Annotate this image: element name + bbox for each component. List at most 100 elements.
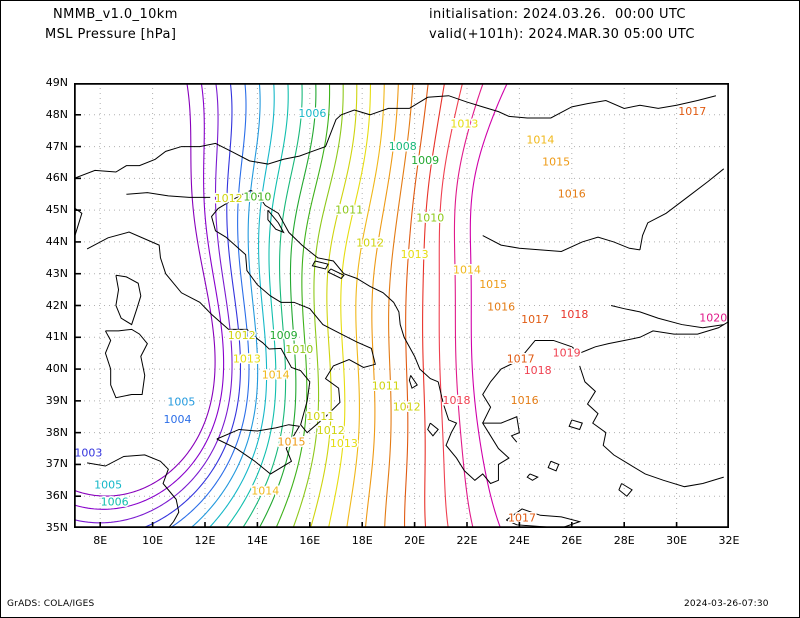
contour-line-1004 bbox=[169, 83, 250, 528]
y-axis-label: 42N bbox=[45, 298, 68, 312]
contour-value-label: 1016 bbox=[511, 394, 539, 407]
y-axis-label: 39N bbox=[45, 393, 68, 407]
contour-value-label: 1006 bbox=[298, 107, 326, 120]
y-axis-label: 40N bbox=[45, 362, 68, 376]
contour-line-1002 bbox=[74, 83, 233, 524]
contour-value-label: 1012 bbox=[393, 400, 421, 413]
contour-map-svg: 1006100810091010101010111012101310131014… bbox=[74, 83, 729, 528]
contour-value-label: 1003 bbox=[74, 447, 102, 460]
y-axis-label: 45N bbox=[45, 203, 68, 217]
contour-value-label: 1006 bbox=[101, 496, 129, 509]
y-axis-label: 38N bbox=[45, 425, 68, 439]
contour-value-label: 1013 bbox=[401, 248, 429, 261]
y-axis-label: 35N bbox=[45, 521, 68, 534]
contour-value-label: 1017 bbox=[521, 313, 549, 326]
x-axis-label: 10E bbox=[142, 534, 164, 547]
render-timestamp-label: 2024-03-26-07:30 bbox=[684, 599, 769, 609]
x-axis-label: 30E bbox=[666, 534, 688, 547]
contour-value-label: 1013 bbox=[330, 437, 358, 450]
contour-value-label: 1004 bbox=[164, 413, 192, 426]
coastline-path bbox=[104, 328, 148, 399]
coastline-path bbox=[427, 422, 439, 437]
contour-line-1019 bbox=[438, 83, 464, 528]
y-axis-label: 48N bbox=[45, 107, 68, 121]
x-axis-label: 12E bbox=[194, 534, 216, 547]
contour-value-label: 1014 bbox=[453, 264, 481, 277]
contour-lines bbox=[74, 83, 508, 528]
pressure-contour-map: 1006 1008 1009 1010 1010 1011 1012 1013 1013 1014… bbox=[46, 76, 740, 547]
field-name-label: MSL Pressure [hPa] bbox=[45, 27, 177, 42]
contour-line-1018 bbox=[422, 83, 446, 528]
contour-value-label: 1019 bbox=[553, 346, 581, 359]
contour-value-label: 1014 bbox=[262, 369, 290, 382]
axis-ticks bbox=[74, 83, 729, 528]
contour-line-1013 bbox=[327, 83, 371, 528]
contour-line-1015 bbox=[364, 83, 399, 528]
contour-value-label: 1012 bbox=[215, 192, 243, 205]
coastlines bbox=[74, 95, 729, 528]
contour-value-label: 1018 bbox=[443, 394, 471, 407]
model-name-label: NMMB_v1.0_10km bbox=[53, 7, 178, 22]
y-axis-label: 36N bbox=[45, 489, 68, 503]
contour-value-label: 1014 bbox=[526, 133, 554, 146]
contour-line-1000 bbox=[74, 83, 216, 497]
contour-value-label: 1015 bbox=[278, 435, 306, 448]
coastline-path bbox=[250, 190, 439, 383]
coastline-path bbox=[482, 235, 640, 252]
coastline-path bbox=[126, 192, 211, 198]
contour-value-label: 1015 bbox=[542, 156, 570, 169]
x-axis-label: 14E bbox=[246, 534, 268, 547]
coastline-path bbox=[87, 454, 180, 528]
initialisation-time-label: initialisation: 2024.03.26. 00:00 UTC bbox=[429, 7, 686, 22]
contour-line-1006 bbox=[208, 83, 275, 528]
contour-value-label: 1020 bbox=[699, 311, 727, 324]
contour-value-label: 1017 bbox=[507, 353, 535, 366]
contour-value-label: 1005 bbox=[94, 478, 122, 491]
coastline-path bbox=[327, 268, 345, 280]
coastline-path bbox=[115, 274, 142, 326]
contour-line-1012 bbox=[310, 83, 358, 528]
contour-value-label: 1010 bbox=[243, 191, 271, 204]
y-axis-label: 44N bbox=[45, 234, 68, 248]
x-axis-label: 24E bbox=[508, 534, 530, 547]
coastline-path bbox=[408, 375, 418, 389]
x-axis-label: 28E bbox=[613, 534, 635, 547]
contour-value-label: 1009 bbox=[411, 154, 439, 167]
coastline-path bbox=[216, 424, 301, 475]
coastline-path bbox=[568, 419, 583, 431]
coastline-path bbox=[267, 209, 285, 234]
coastline-path bbox=[526, 473, 539, 481]
contour-line-1008 bbox=[242, 83, 303, 528]
coastline-path bbox=[610, 305, 724, 329]
contour-value-label: 1014 bbox=[251, 485, 279, 498]
contour-labels: 1006100810091010101010111012101310131014… bbox=[74, 103, 729, 526]
contour-value-label: 1012 bbox=[317, 424, 345, 437]
contour-line-1020 bbox=[453, 83, 484, 528]
x-axis-label: 18E bbox=[351, 534, 373, 547]
contour-line-1003 bbox=[142, 83, 242, 528]
contour-line-1014 bbox=[346, 83, 385, 528]
coastline-path bbox=[74, 95, 717, 239]
coastline-path bbox=[639, 168, 725, 250]
coastline-path bbox=[506, 508, 582, 528]
contour-value-label: 1013 bbox=[233, 353, 261, 366]
valid-time-label: valid(+101h): 2024.MAR.30 05:00 UTC bbox=[429, 27, 695, 42]
x-axis-label: 32E bbox=[718, 534, 740, 547]
coastline-path bbox=[618, 483, 633, 497]
contour-value-label: 1018 bbox=[524, 364, 552, 377]
contour-value-label: 1012 bbox=[356, 237, 384, 250]
contour-value-label: 1016 bbox=[487, 300, 515, 313]
x-axis-label: 20E bbox=[404, 534, 426, 547]
contour-value-label: 1017 bbox=[508, 512, 536, 525]
contour-line-1001 bbox=[74, 83, 225, 510]
contour-value-label: 1017 bbox=[678, 105, 706, 118]
coastline-path bbox=[437, 381, 520, 485]
contour-value-label: 1011 bbox=[335, 203, 363, 216]
x-axis-label: 26E bbox=[561, 534, 583, 547]
contour-value-label: 1012 bbox=[228, 329, 256, 342]
contour-value-label: 1009 bbox=[270, 329, 298, 342]
contour-value-label: 1013 bbox=[450, 118, 478, 131]
contour-line-1005 bbox=[190, 83, 261, 528]
x-axis-label: 8E bbox=[93, 534, 108, 547]
contour-value-label: 1010 bbox=[416, 211, 444, 224]
